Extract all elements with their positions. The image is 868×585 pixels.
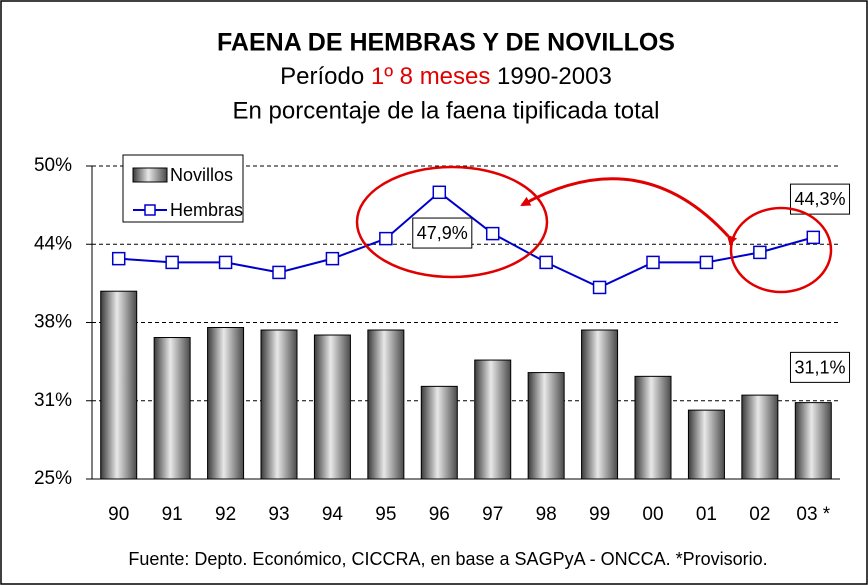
line-marker — [325, 251, 340, 266]
line-marker — [485, 226, 500, 241]
bar — [207, 327, 245, 480]
line-marker — [379, 231, 393, 246]
y-tick-label: 38% — [34, 312, 72, 333]
x-tick-label: 96 — [429, 504, 450, 525]
line-marker — [218, 255, 233, 270]
bar — [634, 375, 672, 480]
chart-title: FAENA DE HEMBRAS Y DE NOVILLOS — [217, 29, 675, 57]
line-marker — [111, 251, 126, 266]
data-label: 44,3% — [794, 189, 845, 209]
x-tick-label: 92 — [215, 504, 236, 525]
subtitle-part: Período — [280, 63, 364, 90]
x-tick-label: 02 — [749, 504, 770, 525]
line-marker — [753, 245, 767, 260]
line-marker — [592, 280, 607, 295]
line-marker — [539, 255, 553, 270]
x-tick-label: 03 * — [796, 504, 830, 525]
comparison-arrow — [520, 177, 738, 246]
legend-swatch — [132, 167, 168, 183]
line-marker — [272, 265, 286, 280]
bar — [741, 394, 779, 480]
y-tick-label: 50% — [34, 155, 72, 176]
x-tick-label: 95 — [375, 504, 396, 525]
y-tick-label: 44% — [34, 233, 72, 254]
bar — [581, 329, 619, 480]
y-tick-label: 25% — [34, 468, 72, 489]
x-tick-label: 99 — [589, 504, 610, 525]
subtitle: Período 1º 8 meses 1990-2003 — [280, 63, 612, 90]
legend-label: Hembras — [170, 200, 243, 220]
x-tick-label: 00 — [642, 504, 663, 525]
data-label: 31,1% — [794, 357, 845, 377]
line-marker — [699, 255, 714, 270]
x-tick-label: 98 — [536, 504, 557, 525]
legend: Novillos Hembras — [122, 154, 244, 223]
line-marker — [806, 230, 821, 245]
x-tick-label: 93 — [268, 504, 289, 525]
x-tick-label: 91 — [162, 504, 183, 525]
data-label-box — [789, 183, 851, 215]
subtitle-highlight: 1º 8 meses — [371, 63, 490, 90]
bar — [687, 409, 725, 480]
bar — [313, 334, 351, 480]
data-label-box — [789, 351, 851, 383]
bar — [153, 337, 191, 480]
x-tick-label: 90 — [108, 504, 129, 525]
plot-area: 25% 31% 38% 44% 50% 90 91 92 93 94 95 96 97 98 99 00 01 0… — [34, 155, 851, 525]
bar — [260, 329, 298, 480]
line-marker — [646, 255, 660, 270]
legend-label: Novillos — [170, 165, 233, 185]
x-tick-label: 97 — [482, 504, 503, 525]
x-tick-label: 94 — [322, 504, 344, 525]
bar — [527, 372, 565, 480]
line — [118, 190, 814, 289]
bar — [474, 359, 512, 480]
legend-box — [122, 154, 244, 223]
x-tick-label: 01 — [696, 504, 717, 525]
line-marker — [165, 255, 179, 270]
subtitle: En porcentaje de la faena tipificada tot… — [233, 97, 660, 124]
legend-swatch — [144, 204, 156, 216]
data-label: 47,9% — [417, 223, 468, 243]
bar — [794, 402, 832, 480]
subtitle-part: 1990-2003 — [497, 63, 612, 90]
source-note: Fuente: Depto. Económico, CICCRA, en bas… — [128, 549, 767, 569]
bar — [420, 385, 458, 480]
data-label-box — [412, 217, 473, 249]
highlight-ellipse — [729, 206, 833, 294]
line-marker — [432, 185, 447, 200]
bar — [100, 290, 138, 480]
y-tick-label: 31% — [34, 390, 72, 411]
bar — [367, 329, 405, 480]
